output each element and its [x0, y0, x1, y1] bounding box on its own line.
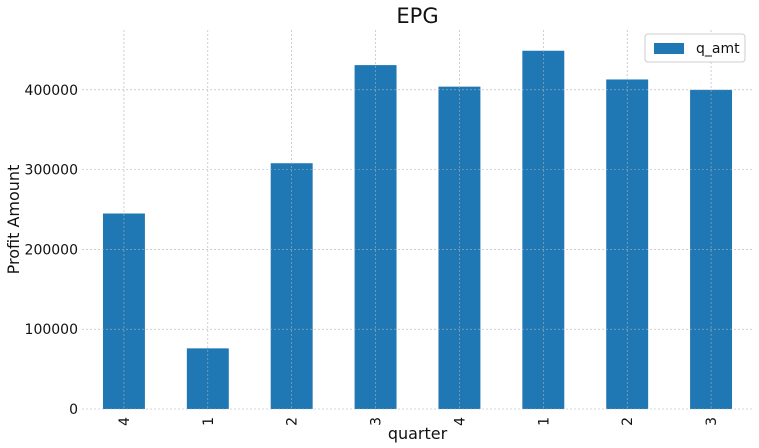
y-axis-ticks: 0 100000 200000 300000 400000 [25, 83, 78, 418]
x-tick-label: 2 [285, 417, 301, 426]
x-tick-label: 3 [369, 417, 385, 426]
x-tick-label: 4 [452, 417, 468, 426]
x-axis-label: quarter [388, 424, 448, 443]
legend-swatch [654, 43, 684, 54]
x-tick-label: 2 [620, 417, 636, 426]
y-tick-label: 300000 [25, 163, 78, 179]
x-tick-label: 4 [117, 417, 133, 426]
x-tick-label: 1 [201, 417, 217, 426]
chart-title: EPG [396, 4, 438, 28]
y-axis-label: Profit Amount [4, 165, 23, 275]
legend-box [644, 33, 746, 63]
grid [82, 30, 753, 410]
x-tick-label: 1 [536, 417, 552, 426]
legend-label: q_amt [696, 41, 740, 57]
y-tick-label: 400000 [25, 83, 78, 99]
y-tick-label: 200000 [25, 242, 78, 258]
legend: q_amt [644, 33, 746, 63]
x-tick-label: 3 [704, 417, 720, 426]
y-tick-label: 0 [69, 402, 78, 418]
bar-3 [354, 65, 397, 410]
bars [102, 50, 733, 410]
x-axis-ticks: 4 1 2 3 4 1 2 3 [117, 417, 720, 426]
y-tick-label: 100000 [25, 322, 78, 338]
